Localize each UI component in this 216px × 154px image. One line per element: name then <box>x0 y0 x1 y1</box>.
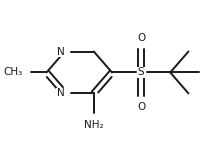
Text: O: O <box>137 33 145 43</box>
Text: N: N <box>57 88 65 98</box>
Text: CH₃: CH₃ <box>4 67 23 77</box>
Text: O: O <box>137 102 145 111</box>
Text: S: S <box>138 67 145 77</box>
Text: NH₂: NH₂ <box>84 120 104 130</box>
Text: N: N <box>57 47 65 57</box>
